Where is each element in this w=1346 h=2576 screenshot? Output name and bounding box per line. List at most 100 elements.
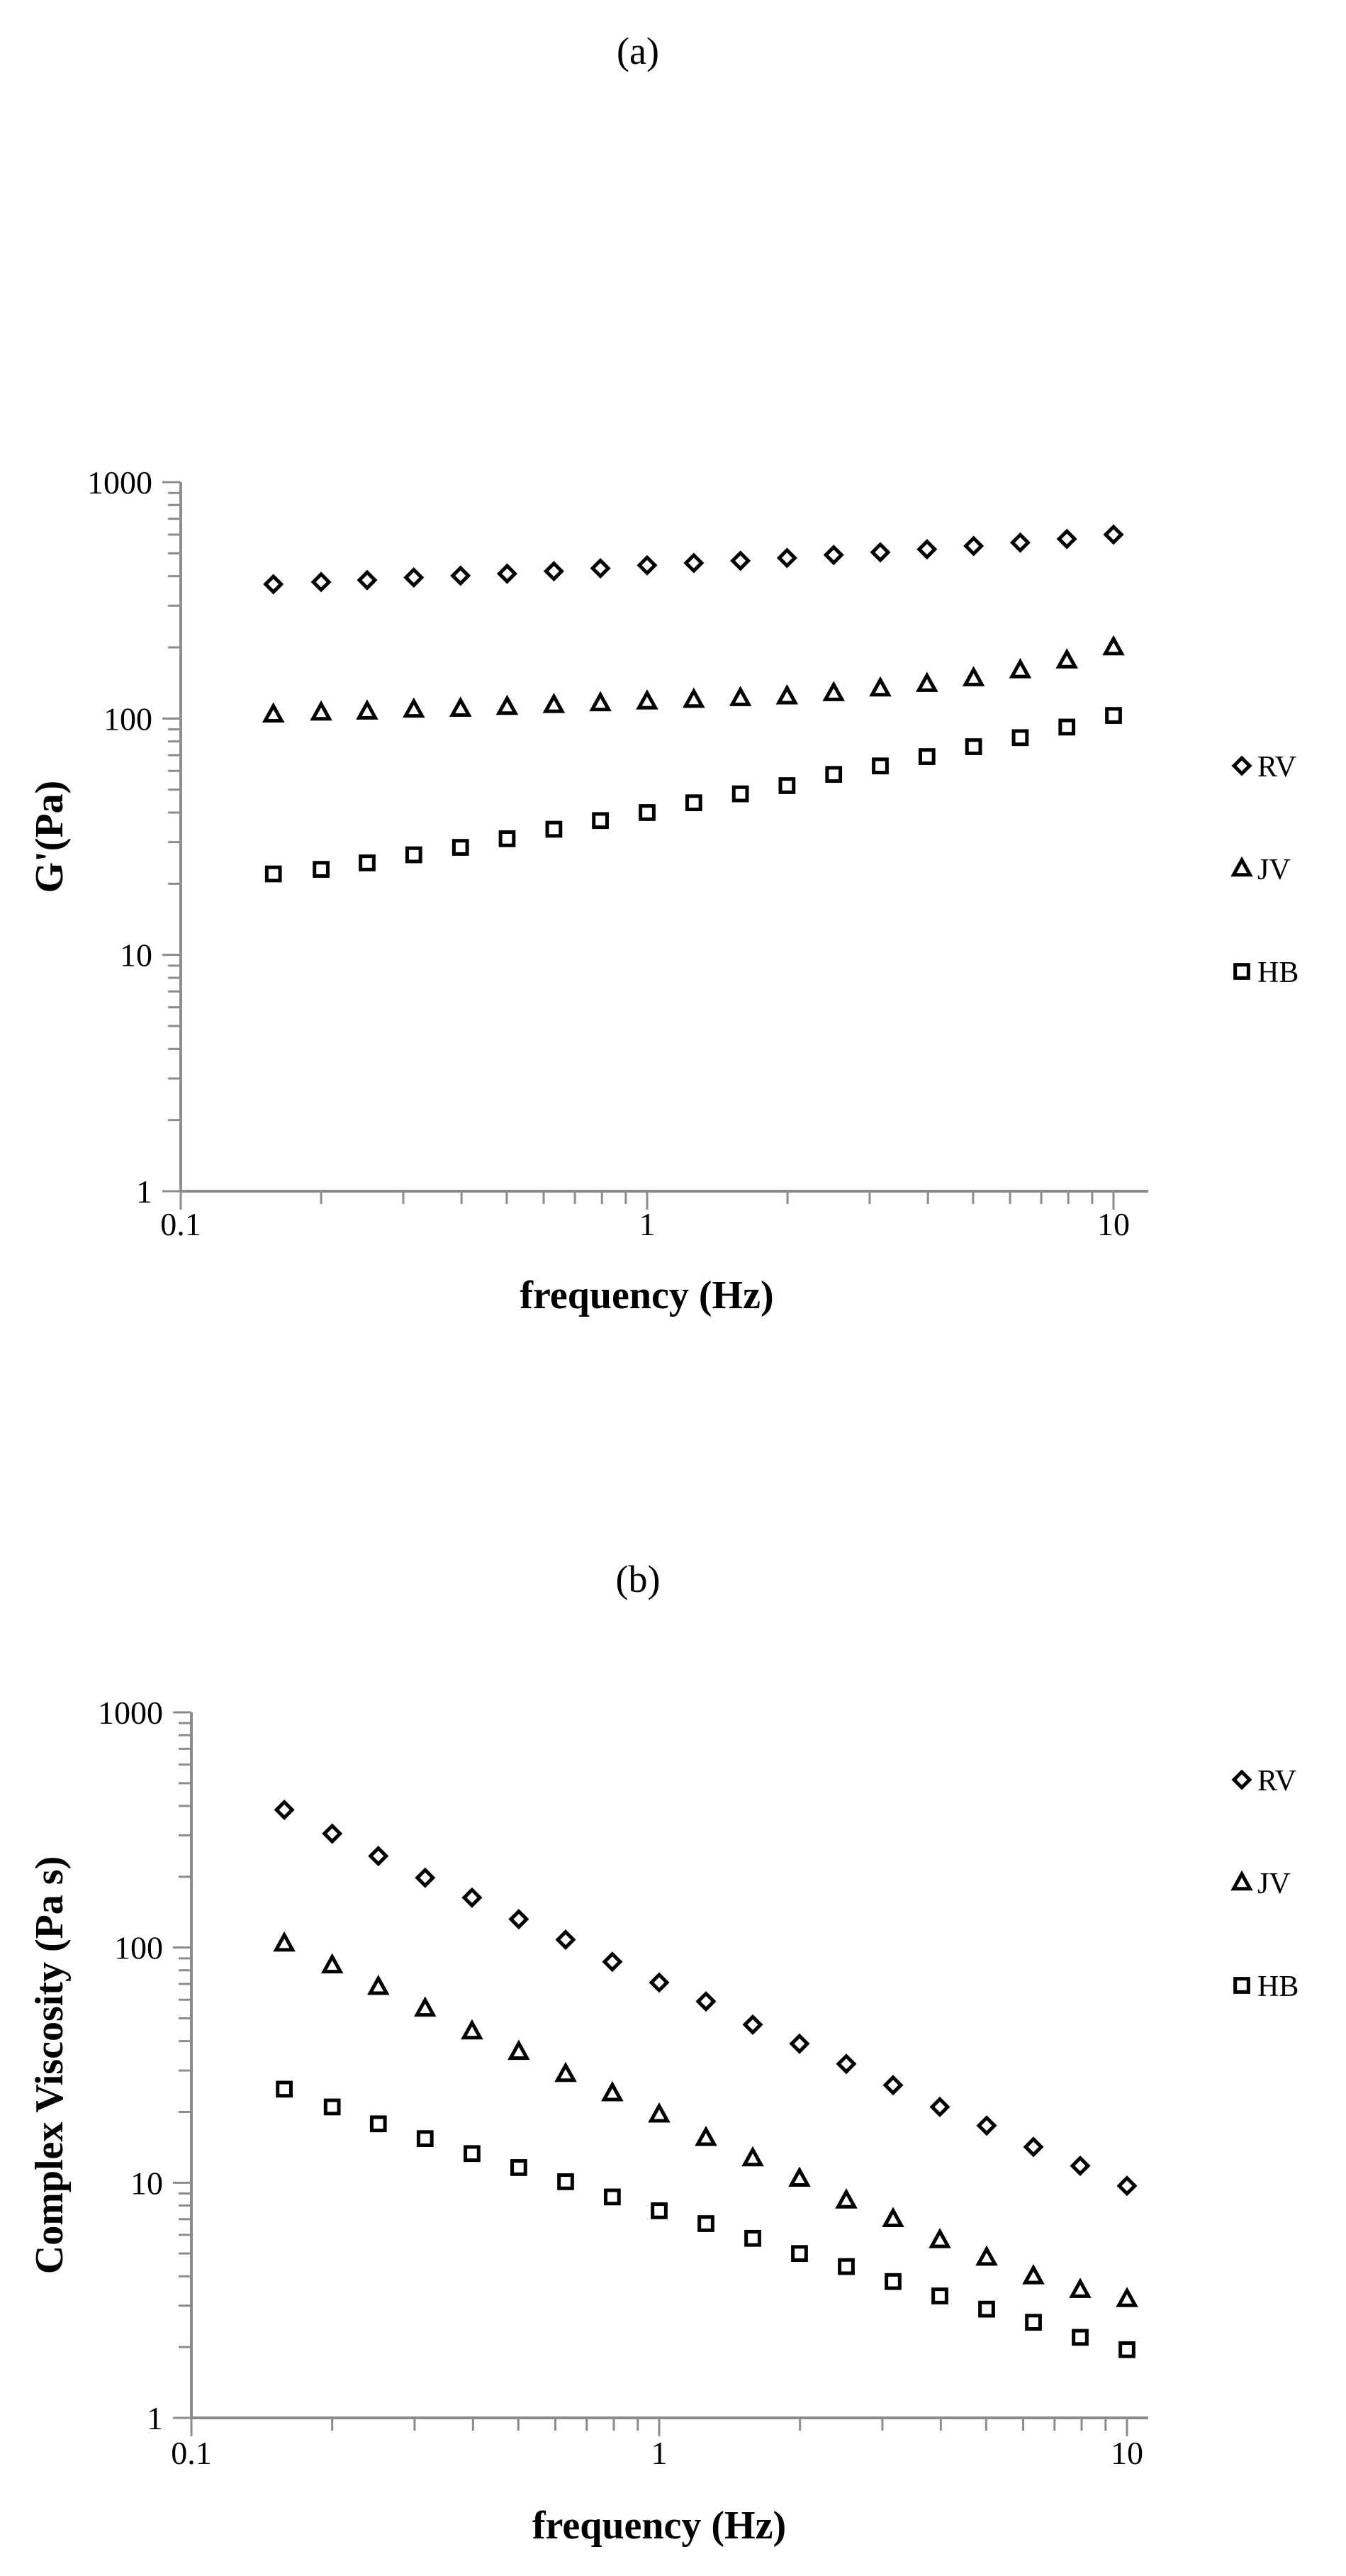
data-point-hb <box>731 785 749 803</box>
data-point-rv <box>496 563 518 584</box>
legend-label-jv: JV <box>1257 854 1291 886</box>
data-point-jv <box>975 2245 998 2266</box>
data-point-hb <box>1025 2314 1042 2331</box>
data-point-hb <box>592 812 609 830</box>
data-point-hb <box>778 777 796 794</box>
data-point-rv <box>602 1951 623 1973</box>
data-point-hb <box>965 738 982 755</box>
data-point-rv <box>916 539 938 560</box>
data-point-jv <box>1022 2264 1045 2285</box>
data-point-jv <box>1009 658 1032 679</box>
data-point-jv <box>648 2102 671 2123</box>
y-tick-label: 1 <box>136 1173 152 1210</box>
y-tick-label: 100 <box>114 1930 163 1966</box>
data-point-rv <box>929 2096 950 2117</box>
data-point-rv <box>730 550 751 571</box>
legend-label-jv: JV <box>1257 1868 1291 1900</box>
data-point-hb <box>313 861 330 878</box>
data-point-hb <box>359 854 376 871</box>
data-point-jv <box>1069 2277 1092 2298</box>
data-point-hb <box>1058 718 1076 736</box>
data-point-jv <box>262 702 285 723</box>
y-tick-label: 1 <box>147 2400 163 2436</box>
data-point-hb <box>369 2115 387 2133</box>
data-point-hb <box>791 2245 808 2263</box>
y-tick-label: 100 <box>103 701 152 737</box>
legend-label-rv: RV <box>1257 751 1296 784</box>
data-point-jv <box>882 2207 904 2228</box>
legend-marker-hb <box>1233 1977 1250 1994</box>
data-point-rv <box>870 542 891 563</box>
series-hb <box>264 707 1122 883</box>
data-point-jv <box>507 2039 530 2061</box>
data-point-jv <box>461 2019 483 2040</box>
y-axis-title: G'(Pa) <box>28 781 72 893</box>
data-point-jv <box>729 686 752 706</box>
data-point-rv <box>450 565 471 586</box>
data-point-hb <box>639 804 656 821</box>
data-point-rv <box>683 552 705 574</box>
series-hb <box>276 2080 1135 2358</box>
data-point-jv <box>449 696 472 717</box>
panel-label: (b) <box>616 1558 661 1600</box>
data-point-jv <box>741 2146 764 2167</box>
data-point-hb <box>1105 707 1122 724</box>
data-point-hb <box>744 2229 761 2247</box>
data-point-rv <box>789 2033 810 2054</box>
data-point-jv <box>320 1953 344 1974</box>
legend-marker-jv <box>1230 856 1253 877</box>
data-point-jv <box>495 694 519 715</box>
data-point-hb <box>918 748 936 765</box>
data-point-rv <box>274 1799 295 1821</box>
data-point-hb <box>1011 729 1029 747</box>
data-point-jv <box>1055 648 1078 669</box>
data-point-hb <box>510 2159 527 2176</box>
data-point-jv <box>929 2228 951 2248</box>
data-point-jv <box>683 687 705 708</box>
data-point-rv <box>823 545 844 566</box>
data-point-rv <box>742 2014 763 2035</box>
data-point-jv <box>601 2080 624 2102</box>
data-point-hb <box>1072 2329 1089 2346</box>
data-point-rv <box>776 547 797 569</box>
data-point-rv <box>963 535 985 557</box>
legend-marker-jv <box>1230 1870 1253 1891</box>
legend-marker-hb <box>1233 963 1250 980</box>
x-tick-label: 0.1 <box>160 1206 201 1242</box>
legend-marker-rv <box>1231 1769 1252 1790</box>
data-point-hb <box>651 2202 668 2219</box>
data-point-rv <box>882 2075 904 2096</box>
data-point-jv <box>542 693 566 713</box>
data-point-rv <box>403 567 425 589</box>
data-point-rv <box>636 554 658 576</box>
data-point-rv <box>1056 528 1077 550</box>
data-point-hb <box>323 2098 341 2116</box>
y-axis-title: Complex Viscosity (Pa s) <box>28 1856 72 2275</box>
y-tick-label: 10 <box>120 937 152 974</box>
x-tick-label: 0.1 <box>171 2435 212 2471</box>
x-tick-label: 1 <box>651 2435 668 2471</box>
data-point-jv <box>822 681 846 701</box>
data-point-jv <box>403 697 425 718</box>
data-point-hb <box>1118 2341 1135 2358</box>
data-point-jv <box>1102 635 1125 656</box>
data-point-rv <box>357 569 378 591</box>
panel-label: (a) <box>617 30 659 72</box>
data-point-jv <box>962 666 985 686</box>
data-point-jv <box>869 676 892 697</box>
data-point-hb <box>685 794 702 812</box>
data-point-jv <box>788 2166 811 2187</box>
x-tick-label: 1 <box>639 1206 656 1242</box>
data-point-hb <box>557 2173 574 2190</box>
data-point-hb <box>498 830 516 847</box>
data-point-rv <box>1116 2175 1138 2197</box>
data-point-hb <box>545 820 563 838</box>
data-point-jv <box>695 2125 717 2146</box>
data-point-hb <box>464 2145 481 2163</box>
series-jv <box>262 635 1125 723</box>
data-point-rv <box>310 571 332 593</box>
data-point-hb <box>872 757 889 775</box>
